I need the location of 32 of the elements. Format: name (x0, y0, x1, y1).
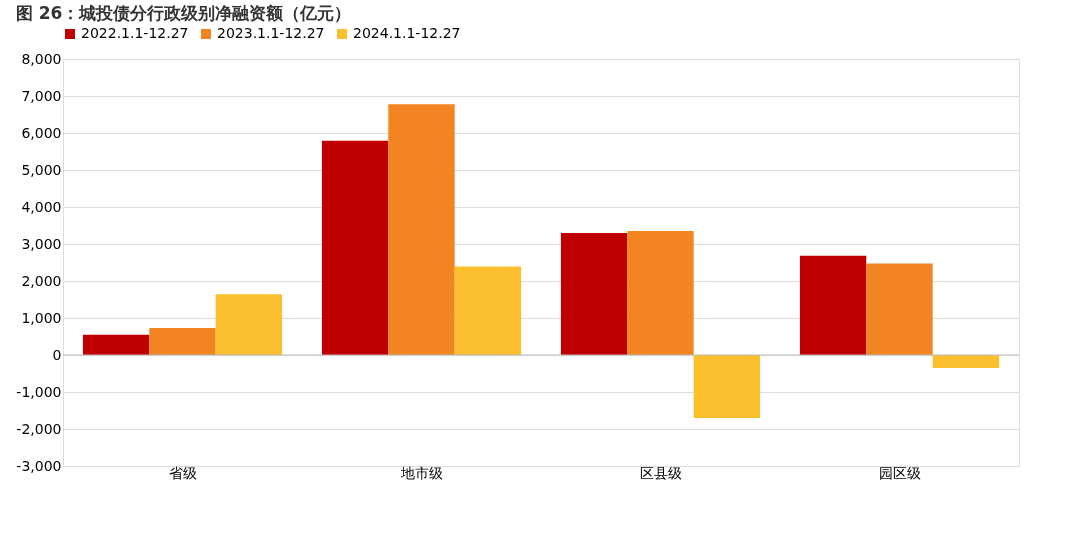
y-tick-label: 4,000 (21, 198, 62, 215)
x-tick-label: 园区级 (878, 464, 921, 481)
y-tick-label: 1,000 (21, 309, 62, 326)
y-tick-label: 2,000 (21, 272, 62, 289)
y-tick-label: -2,000 (16, 420, 62, 437)
y-tick-label: 6,000 (21, 124, 62, 141)
bar (321, 140, 389, 355)
x-tick-label: 省级 (168, 464, 197, 481)
y-tick-label: -3,000 (16, 457, 62, 474)
bar (627, 231, 694, 355)
bar (866, 263, 933, 355)
bar (799, 255, 867, 355)
bar (215, 294, 283, 355)
y-tick-label: 0 (52, 346, 62, 363)
y-tick-label: 8,000 (21, 50, 62, 67)
bar (932, 355, 1000, 368)
bar (82, 334, 150, 355)
bar (388, 104, 455, 355)
bar (149, 327, 216, 355)
bar (560, 232, 628, 355)
x-tick-label: 地市级 (399, 464, 443, 481)
y-tick-label: 3,000 (21, 235, 62, 252)
bar (693, 355, 761, 418)
chart-title: 图 26：城投债分行政级别净融资额（亿元） (15, 3, 352, 23)
y-tick-label: -1,000 (16, 383, 62, 400)
y-tick-label: 5,000 (21, 161, 62, 178)
legend-label: 2024.1.1-12.27 (353, 25, 461, 41)
legend-label: 2023.1.1-12.27 (217, 25, 325, 41)
bar (454, 266, 522, 355)
legend-label: 2022.1.1-12.27 (81, 25, 189, 41)
y-tick-label: 7,000 (21, 87, 62, 104)
x-tick-label: 区县级 (639, 464, 682, 481)
